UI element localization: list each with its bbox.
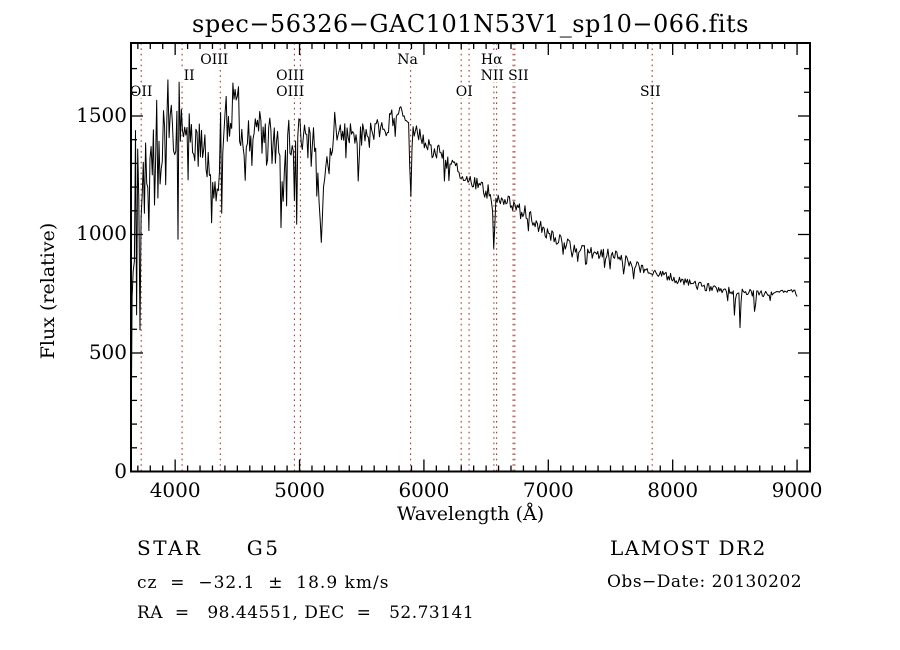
survey-release-text: LAMOST DR2 [610,536,767,560]
line-label-bg [272,85,308,98]
line-label-NII: NII [481,68,504,84]
radial-velocity-text: cz = −32.1 ± 18.9 km/s [137,573,390,593]
line-label-bg [179,69,199,82]
line-label-bg [127,85,155,98]
x-tick-label-9000: 9000 [771,478,823,502]
line-label-OIII: OIII [276,84,304,100]
line-label-Na: Na [397,52,418,68]
line-label-bg [478,69,506,82]
x-tick-label-4000: 4000 [149,478,201,502]
line-label-bg [636,85,664,98]
line-label-OIII: OIII [276,68,304,84]
spectrum-trace [130,79,798,458]
x-tick-label-6000: 6000 [398,478,450,502]
line-label-OI: OI [456,84,473,100]
line-label-OII: OII [130,84,153,100]
line-label-bg [196,53,232,66]
spectrum-path [130,79,798,458]
line-label-SII: SII [640,84,661,100]
x-axis-label: Wavelength (Å) [396,503,545,525]
classification-text: STAR G5 [137,536,281,560]
y-tick-label-0: 0 [114,458,127,483]
obs-date-text: Obs−Date: 20130202 [607,572,803,592]
line-label-bg [454,85,474,98]
line-label-bg [272,69,308,82]
line-label-Hα: Hα [481,52,503,68]
line-label-bg [398,53,417,66]
x-tick-label-7000: 7000 [522,478,574,502]
plot-box [130,42,811,473]
y-tick-label-1000: 1000 [76,221,127,246]
line-label-II: II [184,68,195,84]
y-tick-label-500: 500 [88,339,127,364]
line-label-bg [482,53,502,66]
line-label-OIII: OIII [200,52,228,68]
plot-title: spec−56326−GAC101N53V1_sp10−066.fits [192,10,749,38]
spectral-line-markers [140,43,653,472]
line-label-bg [504,69,532,82]
line-label-SII: SII [508,68,529,84]
y-tick-label-1500: 1500 [76,102,127,127]
x-tick-label-8000: 8000 [647,478,699,502]
axes-box [130,42,811,473]
coordinates-text: RA = 98.44551, DEC = 52.73141 [137,603,475,623]
x-tick-label-5000: 5000 [274,478,325,502]
